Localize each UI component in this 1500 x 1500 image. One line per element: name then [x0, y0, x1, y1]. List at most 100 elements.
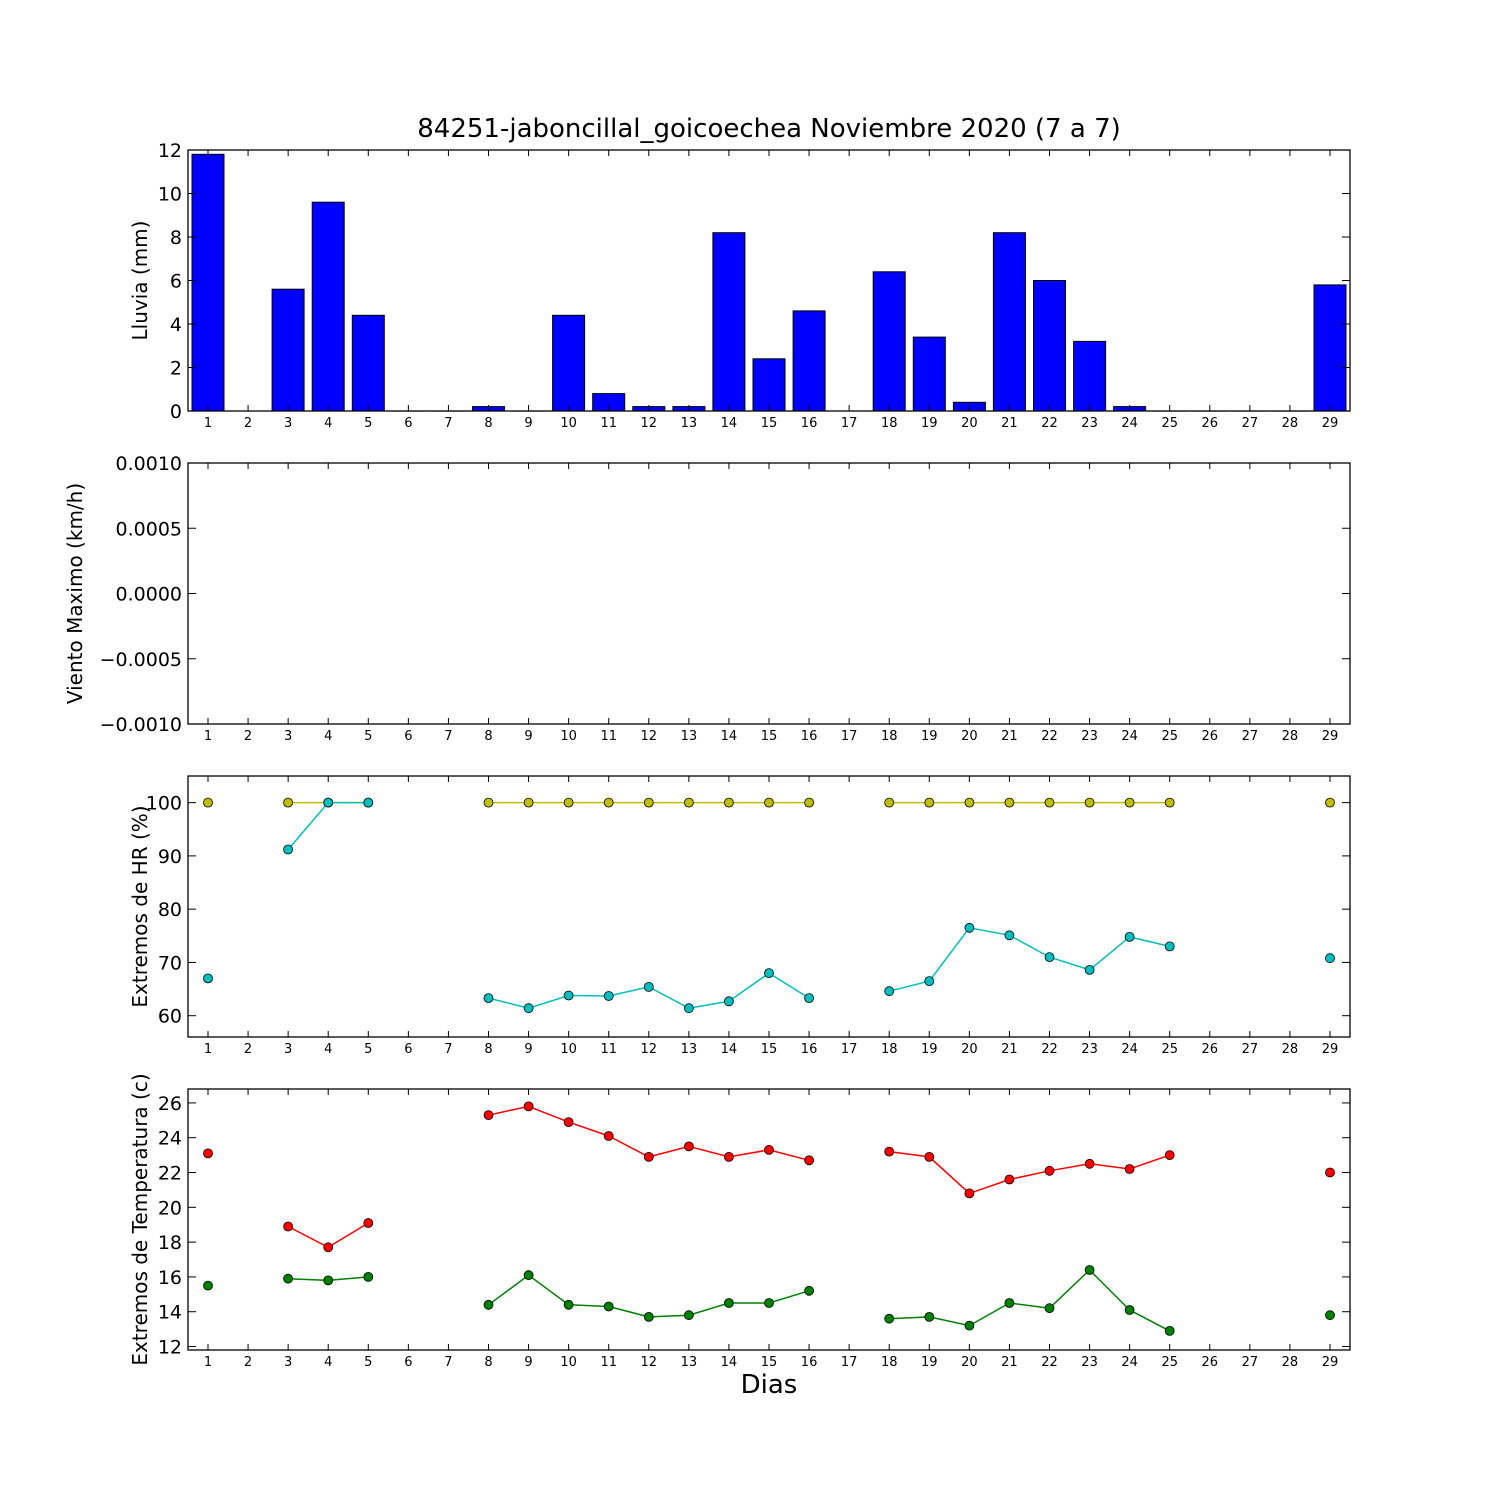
- data-point: [523, 1003, 534, 1014]
- x-tick-label: 19: [921, 1355, 938, 1370]
- data-point: [203, 973, 213, 984]
- x-tick-label: 16: [801, 416, 818, 431]
- x-tick-label: 13: [681, 729, 698, 744]
- data-point: [924, 976, 935, 986]
- y-tick-label: 70: [158, 952, 182, 974]
- x-tick-label: 7: [444, 1355, 452, 1370]
- series-line: [889, 926, 1170, 992]
- data-point: [1124, 797, 1135, 808]
- data-point: [283, 797, 294, 808]
- y-tick-label: 8: [170, 227, 182, 249]
- data-point: [563, 797, 574, 808]
- x-tick-label: 7: [444, 1042, 452, 1057]
- x-tick-label: 12: [641, 729, 658, 744]
- data-point: [483, 993, 494, 1003]
- x-tick-label: 17: [841, 1355, 858, 1370]
- data-point: [1124, 1305, 1135, 1315]
- data-point: [964, 797, 975, 808]
- y-tick-label: 12: [158, 140, 182, 162]
- x-tick-label: 10: [560, 1355, 577, 1370]
- bar: [1073, 340, 1107, 412]
- x-tick-label: 20: [961, 1042, 978, 1057]
- x-tick-label: 26: [1202, 729, 1219, 744]
- y-tick-label: 0: [170, 401, 182, 423]
- data-point: [363, 1272, 374, 1282]
- x-tick-label: 18: [881, 1042, 898, 1057]
- data-point: [1325, 953, 1335, 964]
- x-tick-label: 6: [404, 1042, 412, 1057]
- x-tick-label: 2: [244, 416, 252, 431]
- x-tick-label: 28: [1282, 416, 1299, 431]
- data-point: [603, 797, 614, 808]
- x-tick-label: 22: [1041, 1355, 1058, 1370]
- x-tick-label: 5: [364, 1042, 372, 1057]
- data-point: [924, 1312, 935, 1322]
- x-tick-label: 6: [404, 729, 412, 744]
- x-tick-label: 15: [761, 729, 778, 744]
- x-tick-label: 12: [641, 1042, 658, 1057]
- data-point: [483, 1299, 494, 1310]
- x-tick-label: 24: [1121, 1042, 1138, 1057]
- x-tick-label: 13: [681, 1042, 698, 1057]
- data-point: [1084, 1158, 1095, 1169]
- data-point: [1004, 930, 1015, 941]
- data-point: [483, 797, 494, 808]
- x-tick-label: 6: [404, 416, 412, 431]
- x-tick-label: 3: [284, 1042, 292, 1057]
- data-point: [1004, 1174, 1015, 1185]
- data-point: [283, 1273, 294, 1284]
- data-point: [684, 1003, 694, 1014]
- x-tick-label: 23: [1081, 416, 1098, 431]
- data-point: [1044, 952, 1055, 962]
- data-point: [1044, 1303, 1055, 1314]
- x-tick-label: 19: [921, 1042, 938, 1057]
- y-axis-label: Viento Maximo (km/h): [63, 483, 87, 704]
- x-tick-label: 13: [681, 1355, 698, 1370]
- data-point: [283, 1221, 294, 1232]
- x-tick-label: 21: [1001, 729, 1018, 744]
- data-point: [643, 1312, 654, 1322]
- x-tick-label: 28: [1282, 1042, 1299, 1057]
- data-point: [804, 1285, 814, 1296]
- x-tick-label: 28: [1282, 729, 1299, 744]
- x-tick-label: 3: [284, 416, 292, 431]
- data-point: [1164, 797, 1175, 808]
- x-tick-label: 20: [961, 729, 978, 744]
- x-tick-label: 15: [761, 1042, 778, 1057]
- x-tick-label: 18: [881, 1355, 898, 1370]
- series-line: [889, 1268, 1171, 1332]
- data-point: [563, 990, 574, 1001]
- y-tick-label: −0.0010: [100, 714, 182, 736]
- x-tick-label: 14: [721, 729, 738, 744]
- x-tick-label: 8: [484, 416, 492, 431]
- x-tick-label: 5: [364, 729, 372, 744]
- data-point: [1164, 1326, 1175, 1336]
- x-axis-label: Dias: [740, 1370, 798, 1400]
- y-tick-label: 0.0005: [116, 518, 182, 540]
- data-point: [724, 996, 734, 1007]
- x-tick-label: 3: [284, 729, 292, 744]
- data-point: [1325, 1310, 1335, 1321]
- x-tick-label: 8: [484, 1042, 492, 1057]
- data-point: [603, 1301, 614, 1312]
- data-point: [964, 1188, 975, 1199]
- x-tick-label: 21: [1001, 416, 1018, 431]
- data-point: [643, 982, 654, 992]
- y-tick-label: 14: [158, 1302, 182, 1324]
- y-tick-label: 20: [158, 1197, 182, 1219]
- x-tick-label: 10: [560, 729, 577, 744]
- data-point: [964, 1320, 975, 1331]
- y-tick-label: 26: [158, 1093, 182, 1115]
- data-point: [323, 1275, 334, 1286]
- data-point: [804, 797, 814, 808]
- bar: [271, 288, 305, 412]
- x-tick-label: 27: [1242, 416, 1259, 431]
- data-point: [283, 844, 294, 855]
- data-point: [724, 1152, 734, 1162]
- panel-4: 1 2 3 4 5 6 7 8 9 10 11 12 13 14 15 16 17 18 19 20 21 22 23 24 2…: [128, 1073, 1351, 1370]
- bar: [992, 232, 1026, 412]
- data-point: [1084, 965, 1095, 975]
- x-tick-label: 29: [1322, 416, 1339, 431]
- x-tick-label: 3: [284, 1355, 292, 1370]
- plot-frame: [187, 1088, 1351, 1351]
